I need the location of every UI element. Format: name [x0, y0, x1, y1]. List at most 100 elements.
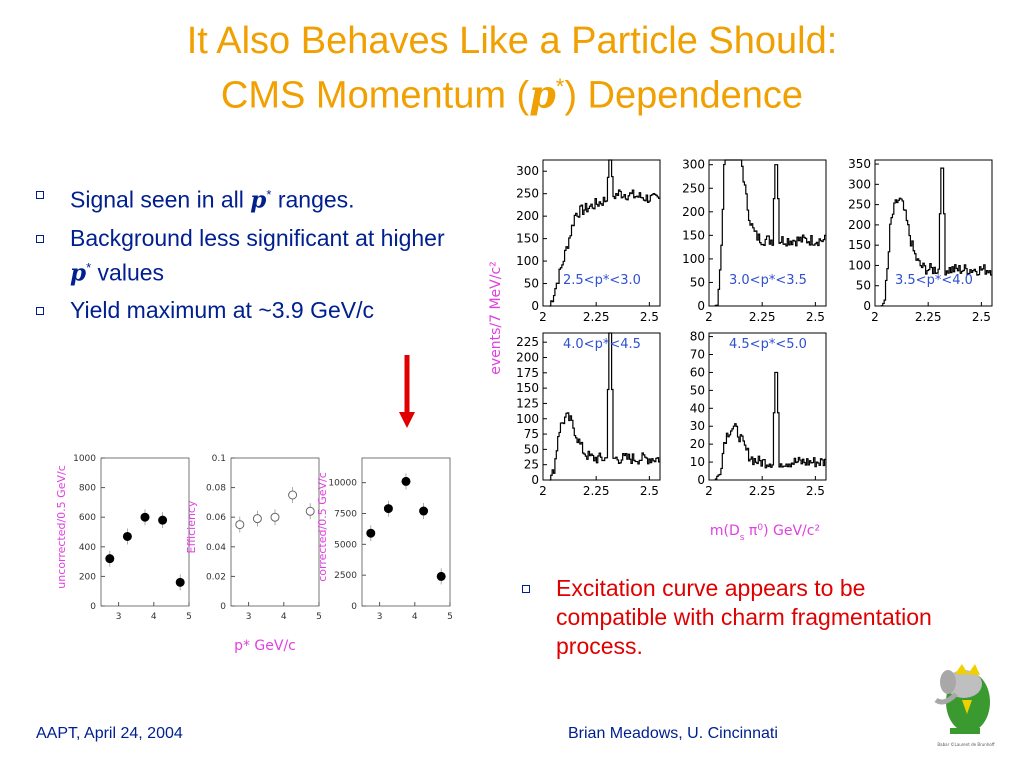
- y-tick-label: 250: [682, 181, 705, 195]
- x-tick-label: 2: [705, 484, 713, 498]
- x-tick-label: 2.5: [640, 310, 659, 324]
- data-point: [366, 528, 376, 538]
- y-tick-label: 300: [848, 177, 871, 191]
- y-tick-label: 150: [516, 381, 539, 395]
- x-tick-label: 2.25: [583, 484, 610, 498]
- scatter-y-axis-label: corrected/0.5 GeV/c: [316, 472, 329, 582]
- range-label: 3.5<p*<4.0: [895, 273, 973, 288]
- x-tick-label: 5: [316, 612, 322, 622]
- slide-title: It Also Behaves Like a Particle Should: …: [0, 18, 1024, 119]
- y-tick-label: 60: [690, 365, 705, 379]
- x-tick-label: 2: [871, 310, 879, 324]
- data-point: [288, 490, 298, 500]
- y-tick-label: 0: [90, 602, 96, 612]
- x-tick-label: 3: [246, 612, 252, 622]
- bullet-list: Signal seen in all p* ranges. Background…: [34, 180, 464, 334]
- bullet-item: Background less significant at higher p*…: [34, 224, 464, 288]
- data-point: [140, 512, 150, 522]
- x-tick-label: 4: [281, 612, 287, 622]
- y-tick-label: 600: [79, 513, 96, 523]
- scatter-frame: [361, 457, 451, 607]
- y-tick-label: 200: [516, 351, 539, 365]
- range-label: 3.0<p*<3.5: [729, 273, 807, 288]
- y-tick-label: 300: [682, 158, 705, 172]
- y-tick-label: 50: [690, 383, 705, 397]
- scatter-y-axis-label: Efficiency: [185, 500, 198, 553]
- data-point: [401, 476, 411, 486]
- x-tick-label: 2.25: [749, 310, 776, 324]
- conclusion-item: Excitation curve appears to be compatibl…: [520, 574, 960, 661]
- scatter-frame: [100, 457, 190, 607]
- y-tick-label: 30: [690, 419, 705, 433]
- red-arrow-icon: [399, 355, 415, 428]
- x-tick-label: 2.25: [583, 310, 610, 324]
- y-tick-label: 200: [848, 218, 871, 232]
- y-tick-label: 0: [531, 299, 539, 313]
- title-p-variable: p: [529, 71, 556, 117]
- y-tick-label: 100: [848, 258, 871, 272]
- data-point: [383, 504, 393, 514]
- x-tick-label: 2.5: [806, 484, 825, 498]
- y-tick-label: 350: [848, 157, 871, 171]
- y-tick-label: 80: [690, 330, 705, 344]
- scatter-y-axis-label: uncorrected/0.5 GeV/c: [55, 465, 68, 588]
- data-point: [436, 571, 446, 581]
- y-tick-label: 400: [79, 543, 96, 553]
- x-axis-label-part: s: [740, 533, 745, 543]
- histogram-frame: [874, 159, 993, 307]
- bullet-variable: p: [70, 259, 87, 287]
- x-tick-label: 4: [151, 612, 157, 622]
- y-tick-label: 250: [848, 198, 871, 212]
- data-point: [105, 554, 115, 564]
- x-axis-label-part: π: [744, 523, 757, 539]
- y-tick-label: 800: [79, 484, 96, 494]
- x-tick-label: 2.25: [915, 310, 942, 324]
- x-axis-label-part: m(D: [710, 523, 740, 539]
- y-tick-label: 100: [516, 412, 539, 426]
- y-tick-label: 5000: [334, 540, 357, 550]
- data-point: [270, 512, 280, 522]
- y-tick-label: 150: [516, 232, 539, 246]
- scatter-panel: 0 200 400 600 800 1000 3 4 5 uncorrected/0.5 GeV/…: [55, 454, 192, 622]
- x-tick-label: 2.25: [749, 484, 776, 498]
- y-tick-label: 50: [524, 442, 539, 456]
- y-tick-label: 0: [697, 299, 705, 313]
- range-label: 4.5<p*<5.0: [729, 337, 807, 352]
- bullet-variable: p: [250, 186, 267, 214]
- bullet-square-icon: [36, 307, 44, 316]
- histogram-x-axis-label: m(Ds π0) GeV/c²: [710, 523, 820, 543]
- histogram-y-axis-label: events/7 MeV/c²: [488, 261, 504, 375]
- bullet-star: *: [266, 187, 272, 202]
- x-tick-label: 3: [377, 612, 383, 622]
- data-point: [419, 506, 429, 516]
- histogram-line: [714, 159, 826, 306]
- data-point: [158, 515, 168, 525]
- histogram-line: [880, 167, 992, 307]
- y-tick-label: 0.1: [212, 454, 226, 464]
- x-tick-label: 5: [186, 612, 192, 622]
- bullet-text: Yield maximum at ~3.9 GeV/c: [70, 297, 375, 324]
- x-axis-label-part: 0: [757, 523, 763, 533]
- x-tick-label: 2.5: [806, 310, 825, 324]
- histogram-frame: [542, 159, 661, 307]
- x-tick-label: 2: [539, 310, 547, 324]
- title-line-2: CMS Momentum (p*) Dependence: [0, 64, 1024, 119]
- scatter-x-axis-label: p* GeV/c: [234, 638, 296, 654]
- footer-author: Brian Meadows, U. Cincinnati: [568, 725, 778, 742]
- x-tick-label: 2: [539, 484, 547, 498]
- bullet-text-end: values: [91, 259, 165, 286]
- x-tick-label: 2: [705, 310, 713, 324]
- y-tick-label: 70: [690, 348, 705, 362]
- scatter-panel: 0 2500 5000 7500 10000 3 4 5 corrected/0.5 GeV/c: [316, 457, 453, 622]
- x-axis-label-part: ) GeV/c²: [763, 523, 820, 539]
- y-tick-label: 0: [351, 602, 357, 612]
- babar-elephant-logo: Babar ©Laurent de Brunhoff: [934, 664, 995, 747]
- y-tick-label: 20: [690, 437, 705, 451]
- y-tick-label: 0.02: [206, 572, 226, 582]
- y-tick-label: 200: [79, 572, 96, 582]
- x-tick-label: 4: [412, 612, 418, 622]
- footer-date: AAPT, April 24, 2004: [36, 725, 183, 742]
- histogram-line: [549, 332, 660, 481]
- y-tick-label: 0: [220, 602, 226, 612]
